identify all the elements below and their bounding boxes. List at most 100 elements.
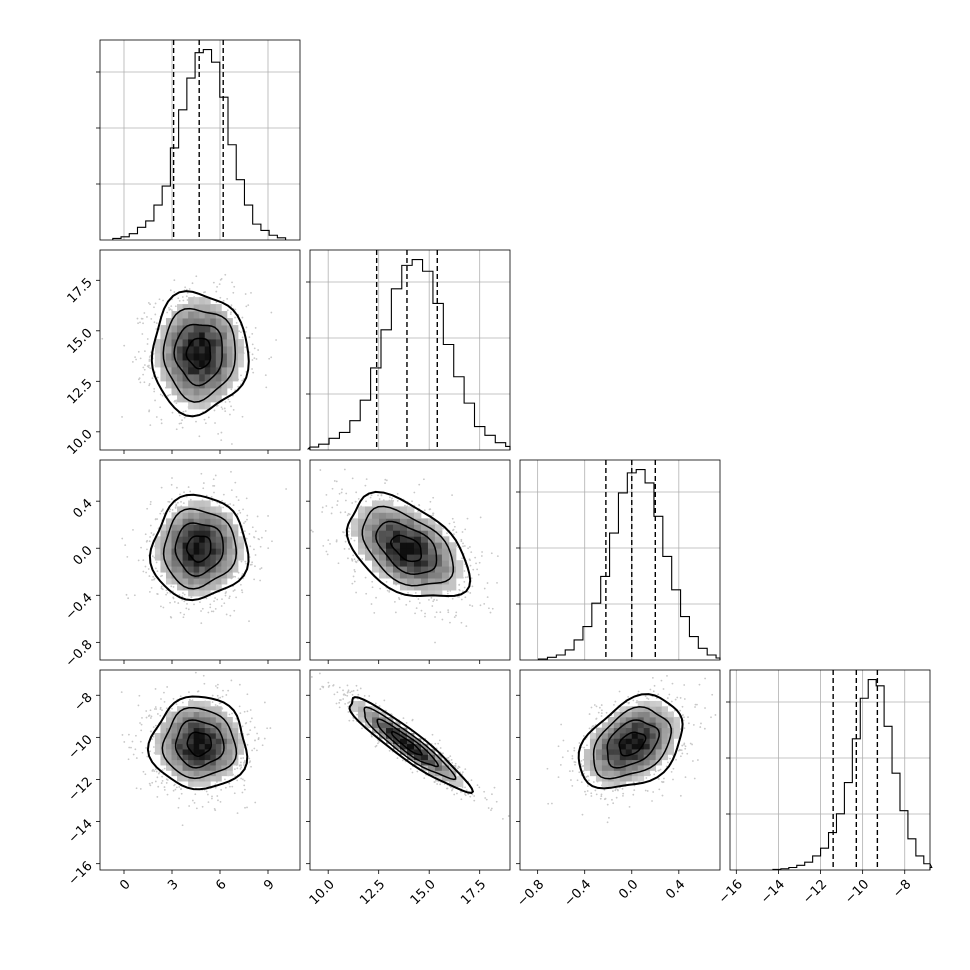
sample-point <box>449 621 451 624</box>
density-cell <box>171 727 178 734</box>
density-cell <box>160 530 167 537</box>
density-cell <box>441 560 450 567</box>
sample-point <box>254 530 257 533</box>
density-cell <box>210 554 217 561</box>
density-cell <box>365 536 373 543</box>
density-cell <box>385 506 394 513</box>
density-cell <box>406 506 415 513</box>
density-cell <box>232 524 239 531</box>
sample-point <box>232 575 235 578</box>
density-cell <box>199 754 206 761</box>
density-cell <box>372 500 380 507</box>
sample-point <box>240 374 242 377</box>
density-cell <box>165 318 172 326</box>
sample-point <box>209 603 212 606</box>
sample-point <box>154 313 157 316</box>
density-cell <box>177 732 183 739</box>
sample-point <box>590 727 593 730</box>
sample-point <box>135 787 138 790</box>
x-tick-label: 0.4 <box>663 877 688 902</box>
density-cell <box>667 711 674 718</box>
density-cell <box>204 738 211 745</box>
sample-point <box>239 583 242 586</box>
sample-point <box>460 798 463 801</box>
density-cell <box>365 706 373 713</box>
density-cell <box>434 524 443 531</box>
density-cell <box>215 706 222 713</box>
sample-point <box>148 782 151 785</box>
density-cell <box>171 318 178 326</box>
sample-point <box>121 537 124 540</box>
density-cell <box>210 339 217 347</box>
density-cell <box>589 738 597 745</box>
sample-point <box>224 410 227 413</box>
density-cell <box>613 754 621 761</box>
sample-point <box>155 322 158 324</box>
sample-point <box>466 517 469 520</box>
sample-point <box>318 672 321 675</box>
sample-point <box>429 500 432 503</box>
density-cell <box>392 732 401 739</box>
density-cell <box>643 770 651 777</box>
sample-point <box>462 545 464 548</box>
sample-point <box>220 431 223 434</box>
density-cell <box>427 548 436 555</box>
density-cell <box>649 706 657 713</box>
sample-point <box>214 786 217 789</box>
density-cell <box>199 524 206 531</box>
sample-point <box>153 578 155 581</box>
sample-point <box>489 611 492 614</box>
sample-point <box>450 759 453 761</box>
density-cell <box>625 759 633 766</box>
sample-point <box>446 590 449 593</box>
density-cell <box>177 339 183 347</box>
density-cell <box>154 554 161 561</box>
sample-point <box>243 764 245 766</box>
contour-1 <box>186 731 212 757</box>
density-cell <box>365 554 373 561</box>
density-cell <box>188 353 195 361</box>
density-cell <box>199 781 206 787</box>
sample-point <box>134 356 136 359</box>
sample-point <box>416 770 419 773</box>
sample-point <box>472 568 475 571</box>
density-cell <box>385 536 394 543</box>
sample-point <box>183 613 186 616</box>
sample-point <box>226 298 229 300</box>
density-cell <box>199 560 206 567</box>
density-cell <box>406 560 415 567</box>
sample-point <box>178 299 181 302</box>
sample-point <box>160 605 162 608</box>
density-cell <box>661 754 669 761</box>
density-cell <box>385 512 394 519</box>
sample-point <box>165 782 168 784</box>
density-cell <box>154 536 161 543</box>
density-cell <box>160 524 167 531</box>
sample-point <box>466 576 469 578</box>
sample-point <box>231 785 234 788</box>
density-cell <box>434 566 443 573</box>
sample-point <box>633 789 636 792</box>
sample-point <box>241 316 244 319</box>
density-cell <box>204 367 211 375</box>
contour-1 <box>185 337 212 370</box>
sample-point <box>255 358 258 360</box>
density-cell <box>215 584 222 591</box>
density-cell <box>392 566 401 573</box>
density-cell <box>420 560 429 567</box>
density-cell <box>221 722 228 729</box>
density-cell <box>193 732 200 739</box>
density-cell <box>406 536 415 543</box>
density-cell <box>420 536 429 543</box>
density-cell <box>210 578 217 585</box>
sample-point <box>253 578 256 581</box>
density-cell <box>420 518 429 525</box>
density-cell <box>221 374 228 382</box>
sample-point <box>384 482 386 485</box>
density-cell <box>226 770 233 777</box>
density-cell <box>182 332 189 340</box>
sample-point <box>600 704 603 706</box>
density-cell <box>182 727 189 734</box>
density-cell <box>193 554 200 561</box>
density-cell <box>406 749 415 755</box>
